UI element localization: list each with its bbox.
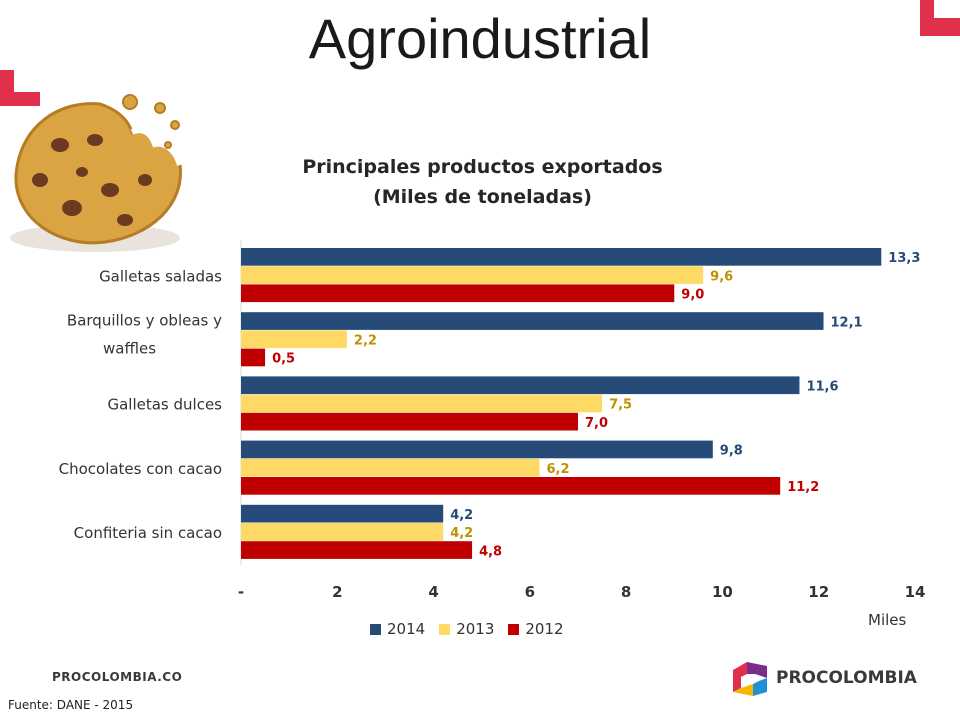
category-label: Galletas saladas: [99, 267, 222, 285]
chart-title: Principales productos exportados (Miles …: [280, 152, 685, 212]
data-label: 7,0: [585, 416, 608, 431]
bar-2014: [241, 440, 713, 459]
x-tick-label: 12: [808, 583, 829, 601]
bar-2012: [241, 348, 266, 367]
legend-swatch: [508, 623, 520, 635]
data-label: 2,2: [354, 334, 377, 349]
category-label: Confiteria sin cacao: [74, 524, 222, 542]
bar-2013: [241, 458, 540, 477]
x-tick-label: -: [238, 583, 244, 601]
data-label: 9,0: [681, 288, 704, 303]
data-label: 12,1: [831, 315, 863, 330]
x-tick-label: 8: [621, 583, 631, 601]
x-tick-label: 10: [712, 583, 733, 601]
data-label: 9,8: [720, 444, 743, 459]
bar-2014: [241, 312, 824, 330]
legend-swatch: [439, 623, 451, 635]
legend-item-2012: 2012: [508, 620, 564, 638]
data-label: 4,8: [479, 544, 502, 559]
cookie-illustration-icon: [10, 94, 183, 252]
bar-2012: [241, 412, 578, 431]
page-title: Agroindustrial: [308, 7, 652, 70]
category-label: Chocolates con cacao: [59, 460, 222, 478]
bar-2012: [241, 284, 675, 303]
legend-label: 2012: [525, 620, 564, 638]
data-label: 9,6: [710, 269, 733, 284]
procolombia-logo-icon: [733, 662, 767, 696]
category-label: Galletas dulces: [107, 396, 222, 414]
legend-label: 2014: [387, 620, 426, 638]
bar-2014: [241, 248, 882, 266]
data-label: 0,5: [272, 352, 295, 367]
legend-swatch: [370, 623, 381, 635]
data-label: 11,6: [806, 380, 838, 395]
category-label: waffles: [103, 340, 156, 358]
bar-2014: [241, 504, 444, 523]
category-label: Barquillos y obleas y: [67, 312, 222, 330]
source-note: Fuente: DANE - 2015: [8, 698, 134, 712]
corner-bracket-icon: [920, 0, 960, 36]
bar-2012: [241, 541, 473, 559]
bar-2013: [241, 394, 603, 413]
data-label: 4,2: [450, 508, 473, 523]
data-label: 6,2: [546, 462, 569, 477]
x-tick-label: 2: [332, 583, 342, 601]
legend-item-2014: 2014: [370, 620, 425, 638]
legend-item-2013: 2013: [439, 620, 494, 638]
bar-2014: [241, 376, 800, 395]
legend-label: 2013: [456, 620, 495, 638]
x-tick-label: 6: [525, 583, 535, 601]
data-label: 7,5: [609, 398, 632, 413]
chart-title-line2: (Miles de toneladas): [373, 186, 592, 208]
data-label: 11,2: [787, 480, 819, 495]
bar-2013: [241, 266, 704, 284]
x-tick-label: 14: [905, 583, 926, 601]
data-label: 13,3: [888, 251, 920, 266]
footer-site-link[interactable]: PROCOLOMBIA.CO: [52, 670, 183, 684]
bar-2012: [241, 477, 781, 495]
x-axis-unit-label: Miles: [868, 611, 907, 629]
x-tick-label: 4: [428, 583, 438, 601]
bar-2013: [241, 330, 347, 349]
footer-brand: PROCOLOMBIA: [776, 668, 917, 688]
corner-bracket-icon: [0, 70, 40, 106]
chart-title-line1: Principales productos exportados: [302, 156, 663, 178]
bar-2013: [241, 523, 444, 541]
chart-legend: 2014 2013 2012: [370, 620, 564, 638]
data-label: 4,2: [450, 526, 473, 541]
